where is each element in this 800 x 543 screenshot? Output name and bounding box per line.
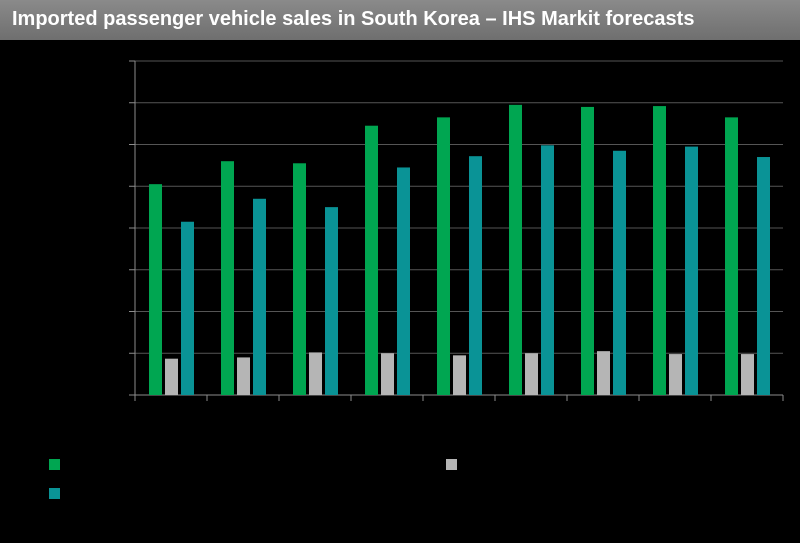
bar-series-2 [469, 156, 482, 395]
bar-series-1 [293, 163, 306, 395]
bar-series-3 [309, 352, 322, 395]
bar-series-2 [613, 150, 626, 395]
chart-title: Imported passenger vehicle sales in Sout… [12, 8, 695, 30]
bar-series-1 [437, 117, 450, 396]
bar-series-2 [325, 207, 338, 395]
bar-series-2 [181, 221, 194, 395]
bar-series-1 [149, 184, 162, 395]
bar-series-2 [253, 198, 266, 395]
bar-series-1 [365, 125, 378, 396]
bar-series-2 [541, 145, 554, 395]
bar-series-3 [453, 355, 466, 395]
bar-series-3 [237, 357, 250, 395]
bar-series-3 [165, 358, 178, 395]
legend-marker-series-1 [49, 459, 60, 470]
bar-series-1 [221, 161, 234, 395]
title-bar: Imported passenger vehicle sales in Sout… [0, 0, 800, 40]
bar-series-1 [509, 104, 522, 396]
legend-marker-series-3 [446, 459, 457, 470]
bar-series-1 [725, 117, 738, 396]
bar-series-2 [397, 167, 410, 395]
bar-series-1 [581, 106, 594, 396]
bar-series-3 [525, 353, 538, 395]
bar-series-3 [381, 353, 394, 395]
legend-marker-series-2 [49, 488, 60, 499]
bar-series-1 [653, 106, 666, 395]
bar-series-2 [757, 157, 770, 395]
bar-series-3 [669, 354, 682, 395]
bar-series-3 [597, 351, 610, 395]
bar-series-2 [685, 146, 698, 395]
bar-series-3 [741, 354, 754, 395]
